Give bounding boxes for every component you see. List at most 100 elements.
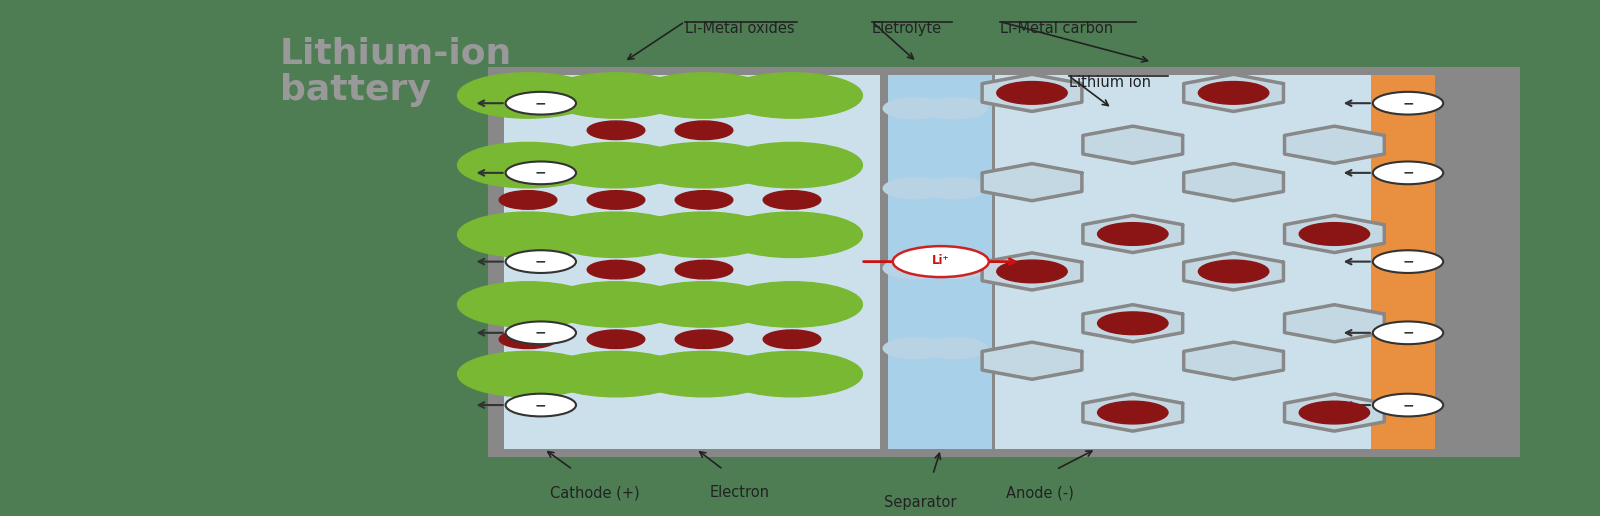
Circle shape bbox=[1098, 222, 1168, 245]
Circle shape bbox=[634, 142, 774, 188]
Text: −: − bbox=[534, 96, 547, 110]
Circle shape bbox=[546, 282, 686, 327]
Circle shape bbox=[587, 121, 645, 140]
Circle shape bbox=[458, 351, 598, 397]
Polygon shape bbox=[1184, 342, 1283, 379]
Text: Li-Metal oxides: Li-Metal oxides bbox=[685, 21, 795, 36]
Text: −: − bbox=[534, 166, 547, 180]
Polygon shape bbox=[1184, 164, 1283, 201]
Circle shape bbox=[506, 162, 576, 184]
Polygon shape bbox=[1083, 305, 1182, 342]
Circle shape bbox=[722, 282, 862, 327]
Polygon shape bbox=[1184, 74, 1283, 111]
Circle shape bbox=[883, 258, 947, 279]
Circle shape bbox=[546, 351, 686, 397]
Circle shape bbox=[923, 338, 987, 359]
Polygon shape bbox=[1285, 305, 1384, 342]
Circle shape bbox=[1098, 312, 1168, 335]
Circle shape bbox=[634, 351, 774, 397]
Circle shape bbox=[499, 330, 557, 349]
Circle shape bbox=[634, 73, 774, 118]
Circle shape bbox=[1098, 401, 1168, 424]
Text: −: − bbox=[534, 326, 547, 340]
Circle shape bbox=[923, 178, 987, 199]
Circle shape bbox=[634, 282, 774, 327]
Text: Li⁺: Li⁺ bbox=[931, 253, 950, 267]
Polygon shape bbox=[1083, 215, 1182, 252]
Bar bbox=[1371, 75, 1435, 449]
Circle shape bbox=[587, 330, 645, 349]
Text: −: − bbox=[534, 398, 547, 412]
Text: Separator: Separator bbox=[883, 495, 957, 510]
Text: −: − bbox=[1402, 326, 1414, 340]
Polygon shape bbox=[982, 253, 1082, 290]
Polygon shape bbox=[1184, 253, 1283, 290]
Circle shape bbox=[722, 351, 862, 397]
Bar bbox=[888, 75, 992, 449]
Circle shape bbox=[546, 73, 686, 118]
Circle shape bbox=[722, 212, 862, 257]
Circle shape bbox=[883, 178, 947, 199]
Text: Lithium-ion
battery: Lithium-ion battery bbox=[280, 36, 512, 107]
Circle shape bbox=[883, 98, 947, 119]
Polygon shape bbox=[1285, 126, 1384, 163]
Circle shape bbox=[997, 260, 1067, 283]
Text: −: − bbox=[534, 254, 547, 269]
Text: −: − bbox=[1402, 96, 1414, 110]
Circle shape bbox=[546, 212, 686, 257]
Bar bbox=[995, 75, 1371, 449]
Circle shape bbox=[499, 191, 557, 209]
Text: Anode (-): Anode (-) bbox=[1006, 485, 1074, 500]
Circle shape bbox=[458, 73, 598, 118]
Polygon shape bbox=[1083, 394, 1182, 431]
Bar bbox=[488, 67, 1520, 457]
Text: Li-Metal carbon: Li-Metal carbon bbox=[1000, 21, 1114, 36]
Circle shape bbox=[506, 92, 576, 115]
Circle shape bbox=[1373, 162, 1443, 184]
Circle shape bbox=[675, 191, 733, 209]
Circle shape bbox=[675, 330, 733, 349]
Bar bbox=[504, 75, 880, 449]
Circle shape bbox=[923, 98, 987, 119]
Circle shape bbox=[1299, 222, 1370, 245]
Circle shape bbox=[458, 142, 598, 188]
Text: −: − bbox=[1402, 254, 1414, 269]
Text: Electron: Electron bbox=[709, 485, 770, 500]
Circle shape bbox=[506, 250, 576, 273]
Circle shape bbox=[506, 394, 576, 416]
Circle shape bbox=[1198, 260, 1269, 283]
Text: −: − bbox=[1402, 166, 1414, 180]
Circle shape bbox=[763, 191, 821, 209]
Circle shape bbox=[722, 73, 862, 118]
Polygon shape bbox=[982, 164, 1082, 201]
Text: Lithium ion: Lithium ion bbox=[1069, 75, 1150, 90]
Circle shape bbox=[587, 191, 645, 209]
Circle shape bbox=[1198, 82, 1269, 104]
Text: −: − bbox=[1402, 398, 1414, 412]
Circle shape bbox=[675, 261, 733, 279]
Polygon shape bbox=[982, 74, 1082, 111]
Polygon shape bbox=[1285, 394, 1384, 431]
Circle shape bbox=[763, 330, 821, 349]
Circle shape bbox=[546, 142, 686, 188]
Circle shape bbox=[722, 142, 862, 188]
Text: Eletrolyte: Eletrolyte bbox=[872, 21, 942, 36]
Circle shape bbox=[1299, 401, 1370, 424]
Circle shape bbox=[506, 321, 576, 344]
Circle shape bbox=[634, 212, 774, 257]
Circle shape bbox=[923, 258, 987, 279]
Circle shape bbox=[997, 82, 1067, 104]
Text: Cathode (+): Cathode (+) bbox=[550, 485, 640, 500]
Circle shape bbox=[1373, 250, 1443, 273]
Circle shape bbox=[1373, 92, 1443, 115]
Polygon shape bbox=[1083, 126, 1182, 163]
Circle shape bbox=[458, 282, 598, 327]
Polygon shape bbox=[982, 342, 1082, 379]
Circle shape bbox=[893, 246, 989, 277]
Circle shape bbox=[675, 121, 733, 140]
Circle shape bbox=[587, 261, 645, 279]
Polygon shape bbox=[1285, 215, 1384, 252]
Circle shape bbox=[1373, 321, 1443, 344]
Circle shape bbox=[1373, 394, 1443, 416]
Circle shape bbox=[883, 338, 947, 359]
